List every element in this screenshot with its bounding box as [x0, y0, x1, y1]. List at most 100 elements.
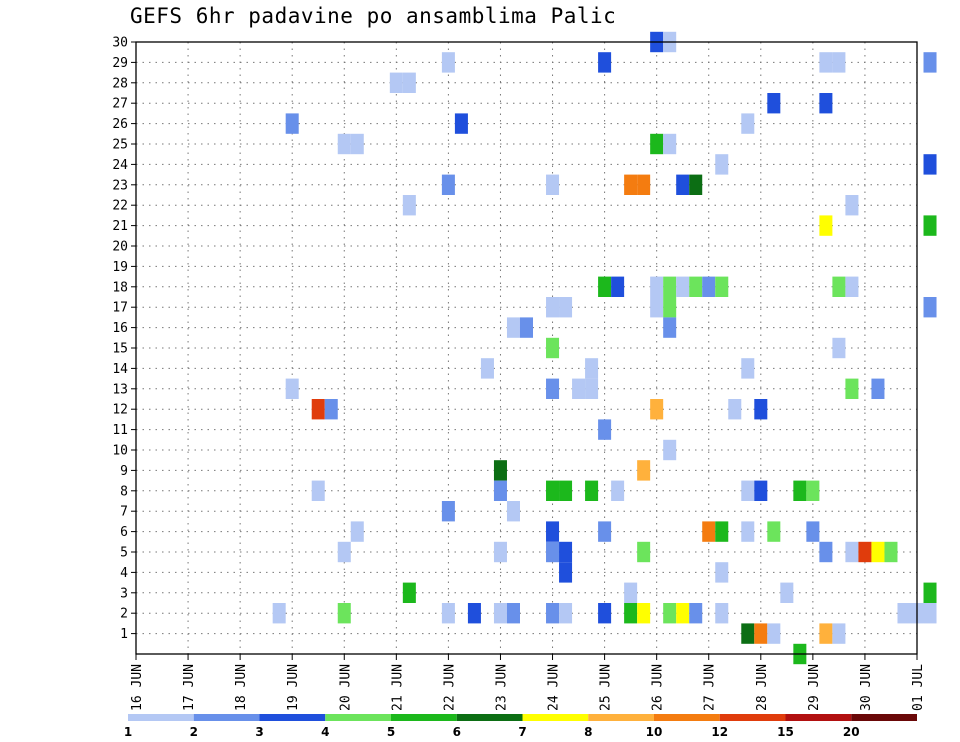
- heatmap-cell: [793, 480, 807, 501]
- y-tick-label: 8: [120, 484, 128, 499]
- heatmap-cell: [650, 276, 664, 297]
- heatmap-cell: [767, 623, 781, 644]
- heatmap-cell: [546, 337, 560, 359]
- x-tick-label: 25 JUN: [599, 664, 614, 711]
- heatmap-cell: [819, 541, 833, 563]
- y-tick-label: 16: [112, 321, 128, 336]
- heatmap-cell: [546, 541, 560, 563]
- heatmap-cell: [832, 52, 846, 73]
- x-tick-label: 19 JUN: [286, 664, 301, 711]
- heatmap-cell: [923, 582, 937, 603]
- y-tick-label: 10: [112, 444, 128, 459]
- x-tick-label: 20 JUN: [338, 664, 353, 711]
- heatmap-cell: [598, 276, 612, 297]
- heatmap-cell: [676, 603, 690, 624]
- y-tick-label: 19: [112, 260, 128, 275]
- heatmap-cell: [715, 603, 729, 624]
- x-tick-label: 01 JUL: [911, 664, 926, 711]
- y-tick-label: 4: [120, 566, 128, 581]
- heatmap-cell: [702, 276, 716, 297]
- heatmap-cell: [559, 541, 573, 563]
- heatmap-cell: [493, 460, 507, 481]
- colorbar-segment: [719, 714, 786, 721]
- colorbar-segment: [522, 714, 589, 721]
- heatmap-cell: [754, 399, 768, 420]
- colorbar-segment: [325, 714, 391, 721]
- y-tick-label: 25: [112, 138, 128, 153]
- colorbar-segment: [391, 714, 457, 721]
- colorbar-label: 3: [255, 725, 263, 739]
- colorbar-label: 12: [711, 725, 728, 739]
- heatmap-cell: [337, 603, 351, 624]
- y-tick-label: 30: [112, 36, 128, 51]
- heatmap-cell: [546, 297, 560, 318]
- x-tick-label: 26 JUN: [651, 664, 666, 711]
- heatmap-cell: [650, 297, 664, 318]
- heatmap-cell: [715, 276, 729, 297]
- heatmap-cell: [871, 541, 885, 563]
- y-tick-label: 26: [112, 117, 128, 132]
- y-tick-label: 6: [120, 525, 128, 540]
- y-tick-label: 20: [112, 240, 128, 255]
- heatmap-cell: [845, 378, 859, 399]
- heatmap-cell: [897, 603, 911, 624]
- y-tick-label: 29: [112, 56, 128, 71]
- heatmap-cell: [650, 133, 664, 155]
- y-tick-label: 3: [120, 586, 128, 601]
- colorbar-segment: [588, 714, 654, 721]
- colorbar-segment: [128, 714, 194, 721]
- colorbar-segment: [259, 714, 326, 721]
- heatmap-cell: [923, 603, 937, 624]
- heatmap-cell: [493, 541, 507, 563]
- y-tick-label: 11: [112, 423, 128, 438]
- heatmap-cell: [506, 603, 520, 624]
- heatmap-cell: [467, 603, 481, 624]
- heatmap-cell: [754, 623, 768, 644]
- heatmap-cell: [845, 195, 859, 216]
- y-tick-label: 14: [112, 362, 128, 377]
- heatmap-cell: [741, 521, 755, 542]
- colorbar-label: 10: [646, 725, 663, 739]
- heatmap-cell: [559, 480, 573, 501]
- heatmap-cell: [311, 399, 325, 420]
- heatmap-cell: [741, 480, 755, 501]
- heatmap-cell: [884, 541, 898, 563]
- y-tick-label: 23: [112, 178, 128, 193]
- y-tick-label: 13: [112, 382, 128, 397]
- colorbar-label: 2: [190, 725, 198, 739]
- heatmap-cell: [598, 521, 612, 542]
- heatmap-cell: [624, 603, 638, 624]
- y-tick-label: 28: [112, 76, 128, 91]
- heatmap-cell: [506, 501, 520, 522]
- heatmap-cell: [663, 603, 677, 624]
- heatmap-cell: [598, 52, 612, 73]
- heatmap-cell: [493, 603, 507, 624]
- y-tick-label: 12: [112, 403, 128, 418]
- x-tick-label: 17 JUN: [182, 664, 197, 711]
- x-tick-label: 27 JUN: [703, 664, 718, 711]
- heatmap-cell: [598, 419, 612, 440]
- y-tick-label: 21: [112, 219, 128, 234]
- heatmap-cell: [871, 378, 885, 399]
- colorbar-segment: [456, 714, 523, 721]
- heatmap-cell: [676, 276, 690, 297]
- heatmap-cell: [441, 501, 455, 522]
- colorbar-label: 7: [518, 725, 526, 739]
- y-tick-label: 5: [120, 546, 128, 561]
- x-tick-label: 28 JUN: [755, 664, 770, 711]
- y-tick-label: 7: [120, 505, 128, 520]
- heatmap-cell: [741, 358, 755, 379]
- heatmap-cell: [923, 215, 937, 236]
- heatmap-cell: [832, 623, 846, 644]
- heatmap-cell: [819, 623, 833, 644]
- heatmap-cell: [611, 480, 625, 501]
- heatmap-cell: [806, 521, 820, 542]
- heatmap-cell: [858, 541, 872, 563]
- chart-title: GEFS 6hr padavine po ansamblima Palic: [130, 4, 617, 28]
- heatmap-cell: [715, 562, 729, 583]
- heatmap-cell: [454, 113, 468, 134]
- heatmap-cell: [546, 521, 560, 542]
- heatmap-cell: [546, 174, 560, 195]
- heatmap-cell: [311, 480, 325, 501]
